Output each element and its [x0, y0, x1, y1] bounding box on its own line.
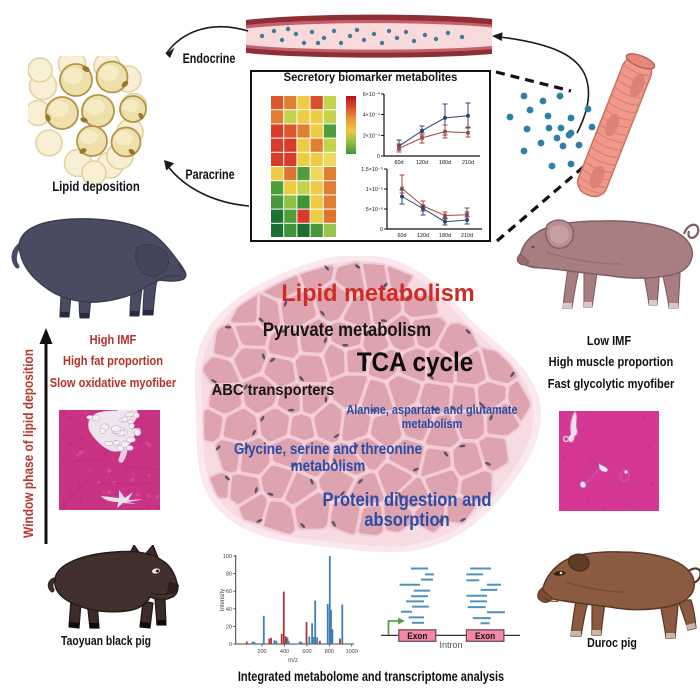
svg-text:80: 80 [226, 572, 232, 578]
svg-text:210d: 210d [462, 160, 474, 166]
svg-text:100: 100 [223, 554, 232, 560]
svg-text:210d: 210d [461, 233, 473, 238]
svg-text:800: 800 [325, 649, 334, 655]
svg-text:120d: 120d [416, 160, 428, 166]
svg-text:400: 400 [280, 649, 289, 655]
svg-text:120d: 120d [417, 233, 429, 238]
svg-text:1.5×10⁻⁵: 1.5×10⁻⁵ [361, 167, 383, 173]
svg-text:180d: 180d [439, 160, 451, 166]
svg-text:5×10⁻⁶: 5×10⁻⁶ [366, 207, 383, 213]
svg-text:600: 600 [302, 649, 311, 655]
svg-text:Exon: Exon [475, 631, 495, 641]
svg-text:180d: 180d [439, 233, 451, 238]
svg-text:0: 0 [229, 642, 232, 648]
svg-text:Exon: Exon [407, 631, 427, 641]
svg-text:60d: 60d [395, 160, 404, 166]
svg-text:60: 60 [226, 589, 232, 595]
svg-text:6×10⁻⁴: 6×10⁻⁴ [363, 92, 381, 98]
svg-text:1000: 1000 [346, 649, 358, 655]
svg-text:200: 200 [257, 649, 266, 655]
svg-text:Intensity: Intensity [220, 589, 226, 611]
svg-text:2×10⁻⁴: 2×10⁻⁴ [363, 134, 381, 140]
svg-text:0: 0 [380, 227, 383, 233]
svg-text:Intron: Intron [439, 640, 462, 650]
svg-text:1×10⁻⁵: 1×10⁻⁵ [366, 187, 383, 193]
svg-text:m/z: m/z [288, 658, 298, 664]
svg-text:4×10⁻⁴: 4×10⁻⁴ [363, 113, 381, 119]
svg-text:40: 40 [226, 607, 232, 613]
svg-text:60d: 60d [398, 233, 407, 238]
svg-text:0: 0 [377, 154, 380, 160]
svg-text:20: 20 [226, 624, 232, 630]
